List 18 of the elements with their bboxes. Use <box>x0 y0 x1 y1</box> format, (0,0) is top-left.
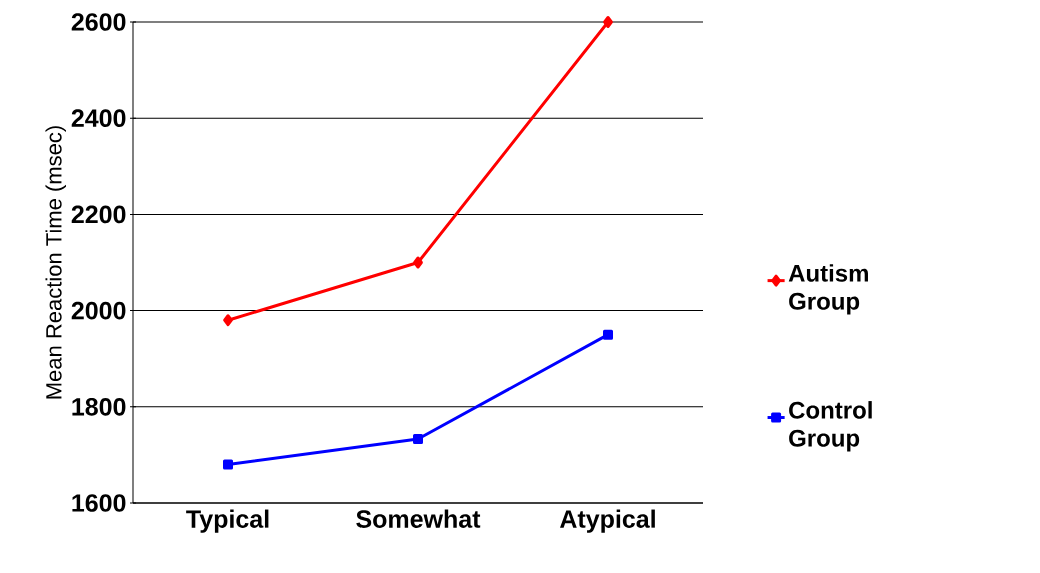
legend-label: Autism Group <box>788 264 868 315</box>
y-tick-label: 1600 <box>72 494 126 512</box>
y-tick-label: 2600 <box>71 13 126 31</box>
y-axis-title: Mean Reaction Time (msec) <box>45 126 66 399</box>
y-tick-label: 2400 <box>71 109 126 128</box>
point <box>223 459 233 470</box>
x-tick-label: Typical <box>186 509 269 533</box>
point <box>413 256 423 269</box>
point <box>413 434 424 445</box>
legend-label: Control Group <box>789 401 872 452</box>
y-tick-label: 2000 <box>71 301 126 320</box>
point <box>223 314 233 327</box>
x-tick-label: Atypical <box>560 509 655 533</box>
point <box>603 16 613 28</box>
y-tick-label: 2200 <box>71 205 126 224</box>
x-tick-label: Somewhat <box>356 509 481 528</box>
y-tick-label: 1800 <box>72 397 126 416</box>
point <box>603 329 614 340</box>
